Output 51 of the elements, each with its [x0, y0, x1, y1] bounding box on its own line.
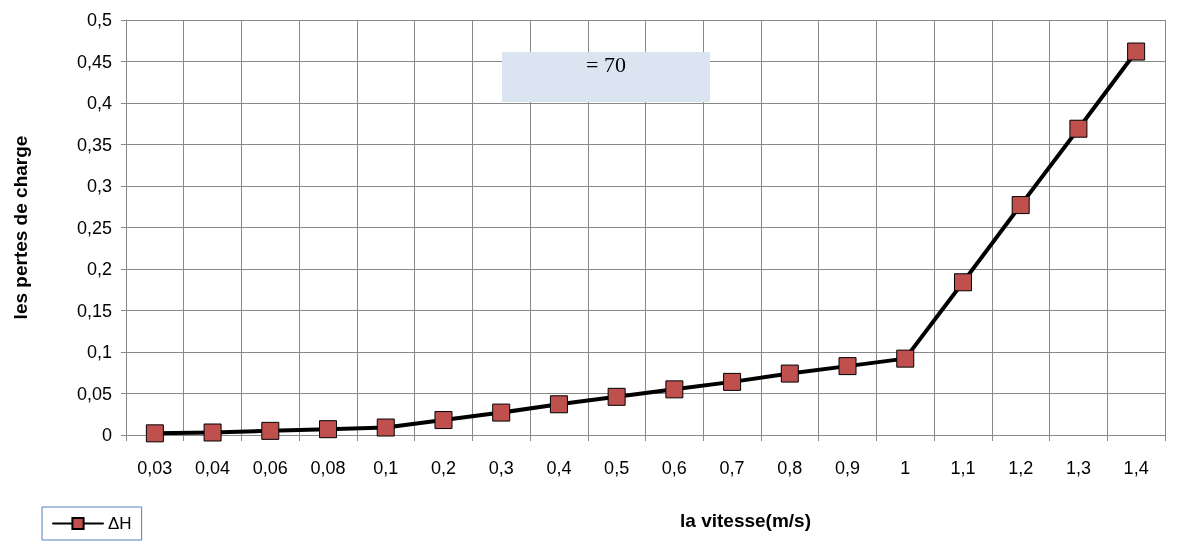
- point: [492, 403, 511, 422]
- y-tick-label: 0,15: [76, 300, 112, 321]
- y-tick-label: 0,35: [76, 134, 112, 155]
- x-tick-label: 0,06: [252, 458, 288, 478]
- y-tick-label: 0,4: [86, 93, 112, 113]
- point: [434, 411, 453, 430]
- x-tick-label: 0,3: [488, 458, 514, 478]
- x-tick-label: 0,8: [777, 458, 803, 478]
- x-tick-label: 0,5: [604, 458, 630, 478]
- point: [203, 423, 222, 442]
- legend-label: ΔH: [108, 514, 132, 533]
- point: [376, 418, 395, 437]
- point: [780, 364, 799, 383]
- x-tick-label: 1,1: [950, 458, 976, 478]
- point: [723, 372, 742, 391]
- point: [838, 357, 857, 376]
- x-tick-label: 0,08: [310, 458, 346, 478]
- x-tick-label: 0,6: [661, 458, 687, 478]
- point: [607, 387, 626, 406]
- y-tick-label: 0,5: [86, 10, 112, 30]
- point: [1011, 196, 1030, 215]
- y-tick-label: 0,25: [76, 217, 112, 238]
- point: [549, 395, 568, 414]
- shaded-note-box: = 70: [502, 52, 710, 102]
- x-tick-label: 0,4: [546, 458, 572, 478]
- x-tick-label: 0,04: [195, 458, 231, 478]
- y-tick-label: 0,1: [86, 342, 112, 362]
- x-tick-label: 1,3: [1065, 458, 1091, 478]
- y-tick-label: 0,3: [86, 176, 112, 196]
- x-tick-label: 0,2: [430, 458, 456, 478]
- y-axis-title: les pertes de charge: [10, 135, 31, 320]
- x-tick-label: 1,4: [1123, 458, 1149, 478]
- y-tick-label: 0,2: [86, 259, 112, 279]
- x-tick-label: 1,2: [1008, 458, 1034, 478]
- point: [896, 349, 915, 368]
- x-tick-label: 1: [900, 458, 911, 478]
- y-tick-label: 0,45: [76, 51, 112, 72]
- y-tick-label: 0,05: [76, 383, 112, 404]
- y-tick-label: 0: [101, 425, 112, 445]
- x-tick-label: 0,03: [137, 458, 173, 478]
- point: [665, 380, 684, 399]
- point: [1127, 42, 1146, 61]
- x-tick-label: 0,7: [719, 458, 745, 478]
- point: [145, 424, 164, 443]
- point: [261, 421, 280, 440]
- x-axis-title: la vitesse(m/s): [680, 510, 811, 531]
- point: [1069, 119, 1088, 138]
- point: [319, 420, 338, 439]
- point: [953, 273, 972, 292]
- x-tick-label: 0,1: [373, 458, 399, 478]
- x-tick-label: 0,9: [835, 458, 861, 478]
